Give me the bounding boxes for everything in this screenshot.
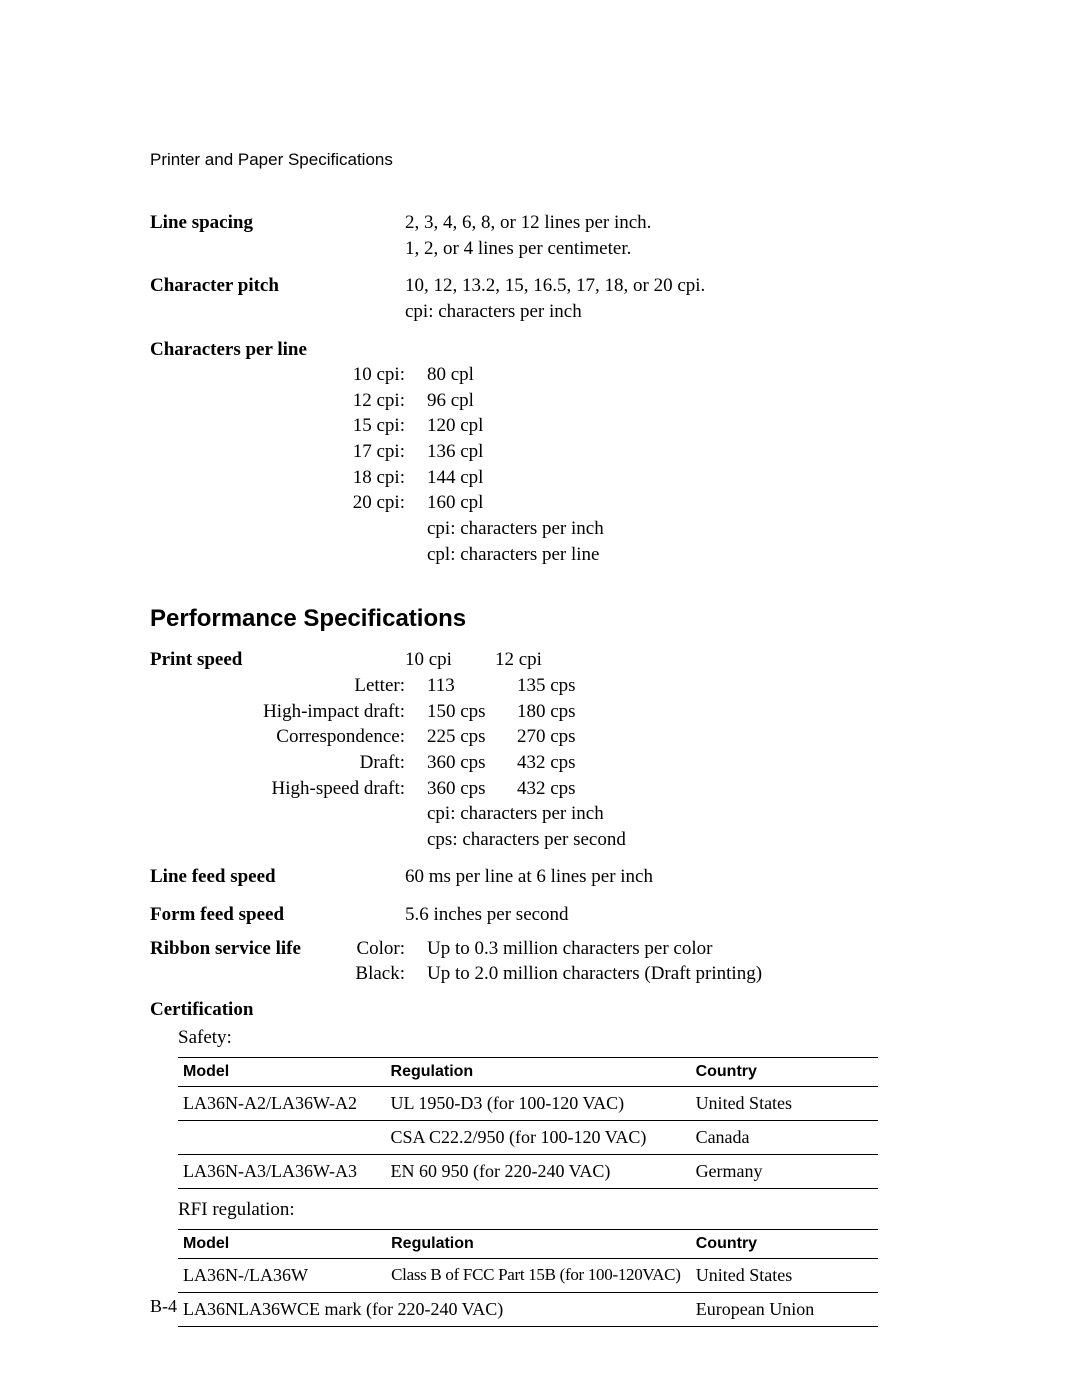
ps-l4: High-speed draft: [150,776,427,802]
form-feed-label: Form feed speed [150,904,284,925]
cpl-r4: 144 cpl [427,465,930,491]
s-r1-model [178,1121,386,1155]
cpl-l2: 15 cpi: [150,413,427,439]
char-pitch-v2: cpi: characters per inch [405,299,930,325]
cpl-l3: 17 cpi: [150,439,427,465]
cpl-r5: 160 cpl [427,490,930,516]
char-pitch-v1: 10, 12, 13.2, 15, 16.5, 17, 18, or 20 cp… [405,273,930,299]
th2-country: Country [691,1230,878,1259]
line-spacing-v1: 2, 3, 4, 6, 8, or 12 lines per inch. [405,210,930,236]
ps-l1: High-impact draft: [150,699,427,725]
line-feed-v: 60 ms per line at 6 lines per inch [405,864,930,890]
line-spacing-label: Line spacing [150,212,253,233]
ribbon-r1l: Color: [335,936,405,962]
safety-table: Model Regulation Country LA36N-A2/LA36W-… [178,1057,878,1189]
char-pitch-label: Character pitch [150,275,279,296]
ps-c1-2: 180 cps [517,699,930,725]
ribbon-label: Ribbon service life [150,936,335,962]
s-r1-country: Canada [691,1121,878,1155]
ps-c3-2: 432 cps [517,750,930,776]
line-feed-label: Line feed speed [150,866,276,887]
r-r1-country: European Union [691,1293,878,1327]
performance-heading: Performance Specifications [150,605,930,633]
certification-label: Certification [150,999,930,1021]
rfi-label: RFI regulation: [178,1199,930,1221]
ps-h2: 12 cpi [495,647,930,673]
th-reg: Regulation [386,1058,691,1087]
cpl-r1: 96 cpl [427,388,930,414]
cpl-l4: 18 cpi: [150,465,427,491]
ps-c2-2: 270 cps [517,724,930,750]
cpl-r3: 136 cpl [427,439,930,465]
cpl-label: Characters per line [150,339,307,360]
cpl-r2: 120 cpl [427,413,930,439]
ps-c4-2: 432 cps [517,776,930,802]
r-r0-country: United States [691,1259,878,1293]
ps-l0: Letter: [150,673,427,699]
th-model: Model [178,1058,386,1087]
ps-h1: 10 cpi [405,647,495,673]
page-number: B-4 [150,1296,177,1317]
s-r0-model: LA36N-A2/LA36W-A2 [178,1087,386,1121]
s-r0-reg: UL 1950-D3 (for 100-120 VAC) [386,1087,691,1121]
ps-c3-1: 360 cps [427,750,517,776]
r-r1-model: LA36NLA36WCE mark (for 220-240 VAC) [178,1293,691,1327]
print-speed-label: Print speed [150,647,405,673]
r-r0-reg: Class B of FCC Part 15B (for 100-120VAC) [386,1259,691,1293]
th-country: Country [691,1058,878,1087]
page-header: Printer and Paper Specifications [150,150,930,170]
th2-model: Model [178,1230,386,1259]
s-r1-reg: CSA C22.2/950 (for 100-120 VAC) [386,1121,691,1155]
safety-label: Safety: [178,1027,930,1049]
cpl-r0: 80 cpl [427,362,930,388]
s-r2-country: Germany [691,1155,878,1189]
cpl-l1: 12 cpi: [150,388,427,414]
ribbon-r2l: Black: [335,961,405,987]
ps-note1: cpi: characters per inch [427,801,930,827]
ps-c0-2: 135 cps [517,673,930,699]
th2-reg: Regulation [386,1230,691,1259]
s-r0-country: United States [691,1087,878,1121]
s-r2-model: LA36N-A3/LA36W-A3 [178,1155,386,1189]
ps-c1-1: 150 cps [427,699,517,725]
ps-c4-1: 360 cps [427,776,517,802]
cpl-l0: 10 cpi: [150,362,427,388]
ps-l3: Draft: [150,750,427,776]
ribbon-r1v: Up to 0.3 million characters per color [405,936,930,962]
line-spacing-v2: 1, 2, or 4 lines per centimeter. [405,236,930,262]
form-feed-v: 5.6 inches per second [405,902,930,928]
r-r0-model: LA36N-/LA36W [178,1259,386,1293]
cpl-note2: cpl: characters per line [427,542,930,568]
cpl-note1: cpi: characters per inch [427,516,930,542]
ps-l2: Correspondence: [150,724,427,750]
rfi-table: Model Regulation Country LA36N-/LA36W Cl… [178,1229,878,1327]
s-r2-reg: EN 60 950 (for 220-240 VAC) [386,1155,691,1189]
cpl-l5: 20 cpi: [150,490,427,516]
ribbon-r2v: Up to 2.0 million characters (Draft prin… [405,961,930,987]
ps-c0-1: 113 [427,673,517,699]
ps-c2-1: 225 cps [427,724,517,750]
ps-note2: cps: characters per second [427,827,930,853]
